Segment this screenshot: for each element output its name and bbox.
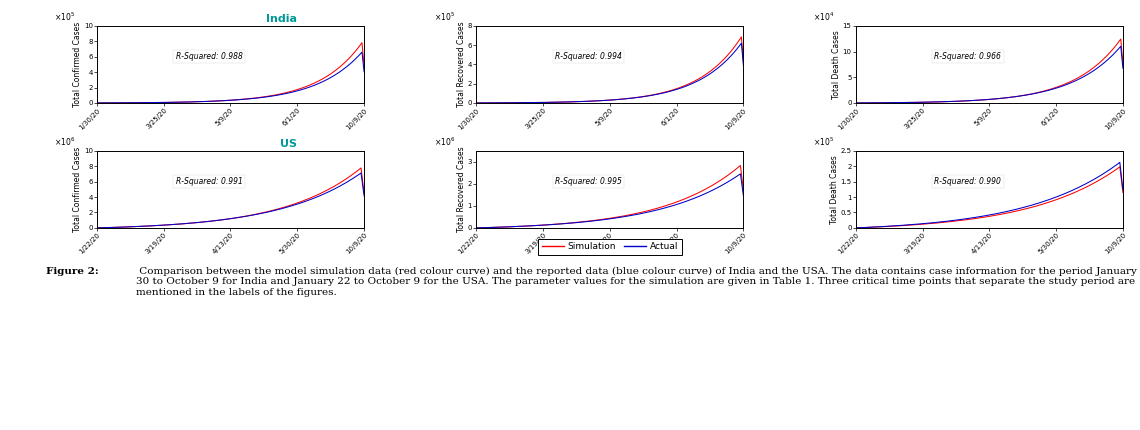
Text: R-Squared: 0.995: R-Squared: 0.995 <box>555 177 622 186</box>
Y-axis label: Total Recovered Cases: Total Recovered Cases <box>457 22 466 107</box>
Text: Comparison between the model simulation data (red colour curve) and the reported: Comparison between the model simulation … <box>137 267 1138 297</box>
Text: $\times10^4$: $\times10^4$ <box>813 10 834 23</box>
Text: $\times10^5$: $\times10^5$ <box>813 135 834 147</box>
Y-axis label: Total Death Cases: Total Death Cases <box>830 155 839 224</box>
Text: $\times10^5$: $\times10^5$ <box>433 10 455 23</box>
Legend: Simulation, Actual: Simulation, Actual <box>538 239 682 255</box>
Y-axis label: Total Death Cases: Total Death Cases <box>832 30 841 99</box>
Text: $\times10^6$: $\times10^6$ <box>55 135 75 147</box>
Text: Figure 2:: Figure 2: <box>46 267 98 276</box>
Text: $\times10^6$: $\times10^6$ <box>433 135 455 147</box>
Text: R-Squared: 0.991: R-Squared: 0.991 <box>176 177 243 186</box>
Text: R-Squared: 0.990: R-Squared: 0.990 <box>935 177 1001 186</box>
Text: R-Squared: 0.966: R-Squared: 0.966 <box>935 52 1001 61</box>
Text: R-Squared: 0.988: R-Squared: 0.988 <box>176 52 243 61</box>
Text: US: US <box>280 138 298 149</box>
Y-axis label: Total Confirmed Cases: Total Confirmed Cases <box>73 147 82 232</box>
Y-axis label: Total Recovered Cases: Total Recovered Cases <box>457 147 466 232</box>
Text: India: India <box>267 14 298 24</box>
Text: $\times10^5$: $\times10^5$ <box>55 10 75 23</box>
Text: R-Squared: 0.994: R-Squared: 0.994 <box>555 52 622 61</box>
Y-axis label: Total Confirmed Cases: Total Confirmed Cases <box>73 22 82 107</box>
